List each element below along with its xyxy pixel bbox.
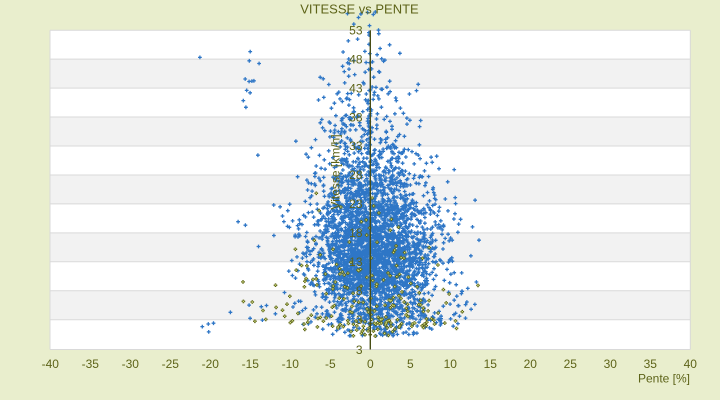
svg-text:25: 25	[564, 357, 578, 371]
svg-text:15: 15	[484, 357, 498, 371]
svg-text:8: 8	[356, 284, 363, 298]
svg-text:30: 30	[604, 357, 618, 371]
svg-text:-25: -25	[162, 357, 180, 371]
svg-text:-10: -10	[282, 357, 300, 371]
svg-text:-35: -35	[82, 357, 100, 371]
svg-text:20: 20	[524, 357, 538, 371]
svg-text:48: 48	[349, 52, 363, 66]
svg-text:38: 38	[349, 110, 363, 124]
svg-text:43: 43	[349, 81, 363, 95]
svg-text:3: 3	[356, 313, 363, 327]
svg-text:40: 40	[684, 357, 698, 371]
svg-text:23: 23	[349, 197, 363, 211]
svg-text:Vitesse [km/h]: Vitesse [km/h]	[329, 134, 343, 209]
svg-text:0: 0	[367, 357, 374, 371]
svg-text:53: 53	[349, 23, 363, 37]
svg-text:-40: -40	[42, 357, 60, 371]
svg-text:33: 33	[349, 139, 363, 153]
svg-text:Pente [%]: Pente [%]	[638, 372, 690, 386]
svg-text:-15: -15	[242, 357, 260, 371]
svg-text:5: 5	[407, 357, 414, 371]
svg-text:35: 35	[644, 357, 658, 371]
svg-text:VITESSE vs PENTE: VITESSE vs PENTE	[300, 2, 419, 17]
svg-text:18: 18	[349, 226, 363, 240]
svg-text:-20: -20	[202, 357, 220, 371]
svg-text:3: 3	[356, 343, 363, 357]
svg-text:-30: -30	[122, 357, 140, 371]
svg-text:13: 13	[349, 255, 363, 269]
svg-text:28: 28	[349, 168, 363, 182]
svg-text:-5: -5	[325, 357, 336, 371]
svg-text:10: 10	[444, 357, 458, 371]
